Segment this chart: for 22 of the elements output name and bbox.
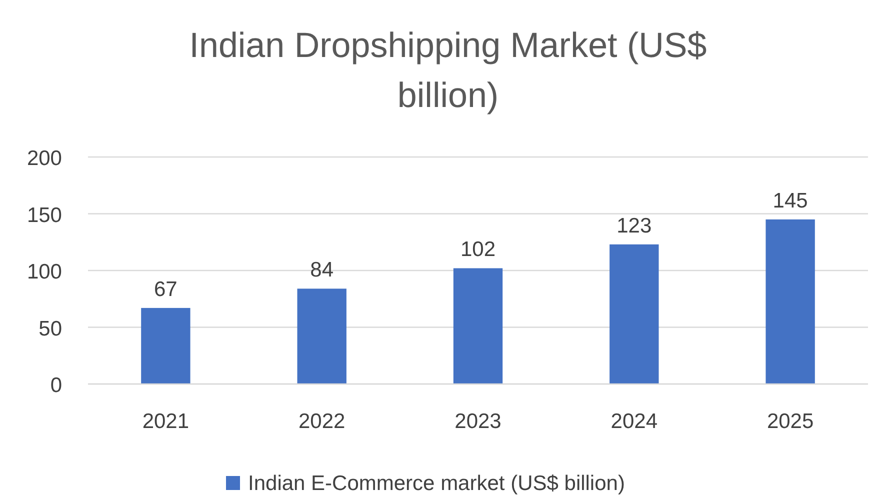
y-tick-label: 200 [26,147,62,170]
data-label: 145 [772,189,808,212]
bar [766,219,815,384]
bar [297,288,346,384]
bar [453,268,503,384]
x-tick-label: 2024 [610,410,658,433]
y-tick-label: 150 [26,204,62,227]
legend-label: Indian E-Commerce market (US$ billion) [248,472,625,495]
y-tick-label: 0 [50,374,62,397]
x-tick-label: 2023 [454,410,502,433]
data-label: 67 [154,278,178,301]
y-tick-label: 100 [26,260,62,284]
data-label: 84 [310,258,334,282]
data-label: 102 [460,238,496,262]
x-tick-label: 2021 [142,410,190,433]
bar [141,308,190,384]
x-tick-label: 2022 [298,410,346,433]
data-label: 123 [616,214,652,238]
y-tick-label: 50 [38,317,62,340]
x-tick-label: 2025 [766,410,814,433]
chart-title: Indian Dropshipping Market (US$ billion) [189,26,707,115]
bar [610,244,659,384]
